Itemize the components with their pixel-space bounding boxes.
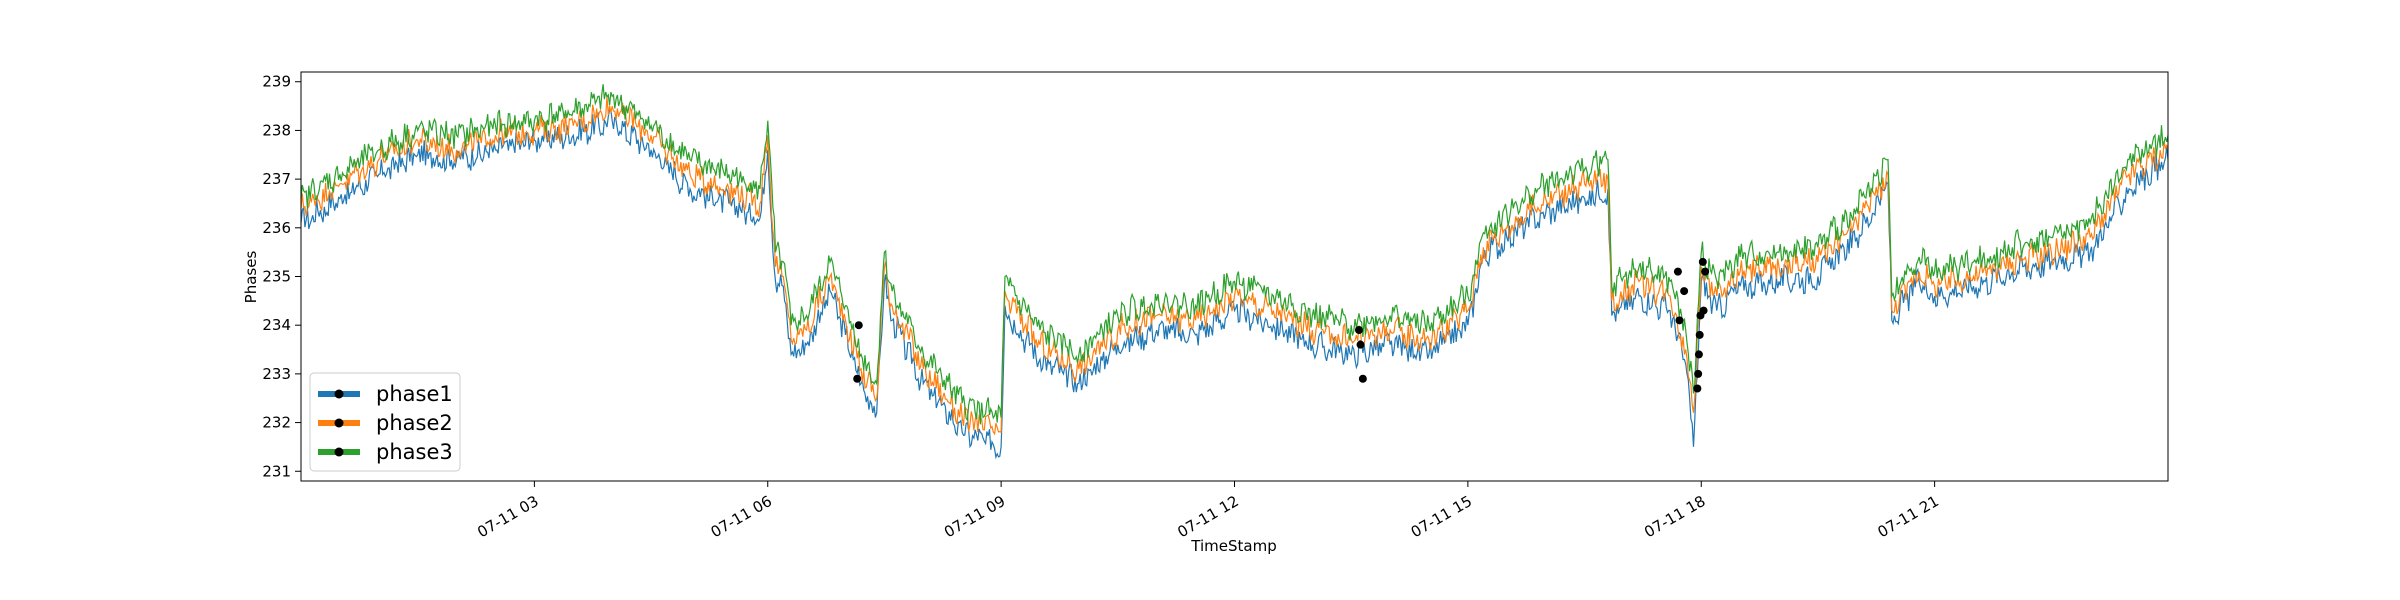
data-marker [1354,326,1363,335]
data-marker [1694,369,1703,378]
legend-label-phase2: phase2 [376,411,453,435]
data-marker [1680,287,1689,296]
data-marker [1698,257,1707,266]
y-tick-label: 231 [262,462,291,480]
y-tick-label: 233 [262,365,291,383]
legend-marker-phase3 [334,447,344,457]
marker-layer [853,257,1710,393]
data-marker [853,374,862,383]
data-marker [1358,374,1367,383]
data-marker [1693,384,1702,393]
data-marker [854,321,863,330]
legend-label-phase1: phase1 [376,382,453,406]
y-axis-label: Phases [242,251,260,304]
data-marker [1695,330,1704,339]
y-tick-label: 235 [262,268,291,286]
data-marker [1701,267,1710,276]
data-marker [1694,350,1703,359]
series-line-phase2 [300,96,2169,436]
data-marker [1675,316,1684,325]
legend-marker-phase1 [334,389,344,399]
x-axis-label: TimeStamp [1190,537,1276,555]
data-marker [1673,267,1682,276]
legend-entry-phase3: phase3 [318,440,453,464]
y-tick-label: 236 [262,219,291,237]
data-marker [1356,340,1365,349]
legend-label-phase3: phase3 [376,440,453,464]
series-line-phase3 [300,84,2169,425]
y-tick-label: 239 [262,73,291,91]
series-line-phase1 [300,109,2169,460]
legend-entry-phase2: phase2 [318,411,453,435]
legend-entry-phase1: phase1 [318,382,453,406]
legend: phase1 phase2 phase3 [309,372,461,472]
plot-area [301,72,2168,481]
series-layer [300,84,2169,460]
y-tick-label: 237 [262,170,291,188]
data-marker [1699,306,1708,315]
legend-marker-phase2 [334,418,344,428]
y-tick-label: 234 [262,316,291,334]
y-tick-label: 232 [262,414,291,432]
legend-box [309,372,461,472]
y-axis: 231 232 233 234 235 236 237 238 239 [262,73,301,480]
y-tick-label: 238 [262,121,291,139]
